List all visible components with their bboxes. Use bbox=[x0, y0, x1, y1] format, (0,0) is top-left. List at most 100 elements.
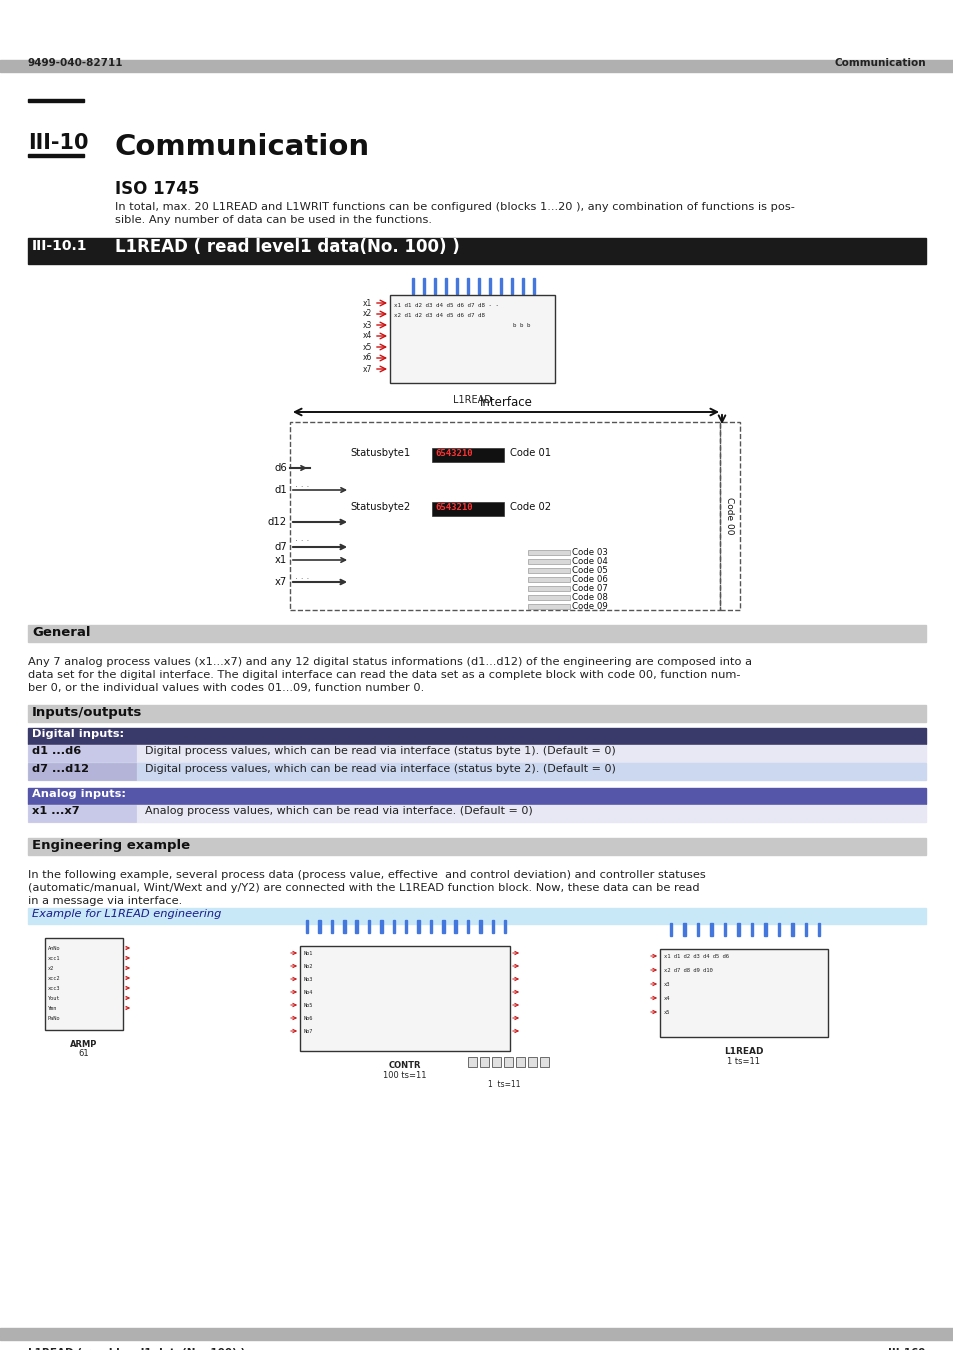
Bar bbox=[777, 923, 780, 936]
Bar bbox=[390, 296, 555, 383]
Text: x7: x7 bbox=[362, 364, 372, 374]
Text: Digital inputs:: Digital inputs: bbox=[32, 729, 124, 738]
Text: ARMP: ARMP bbox=[71, 1040, 97, 1049]
Text: x3: x3 bbox=[663, 981, 670, 987]
Text: No6: No6 bbox=[304, 1017, 313, 1021]
Text: 1 ts=11: 1 ts=11 bbox=[727, 1057, 760, 1066]
Bar bbox=[503, 919, 506, 933]
Text: x2: x2 bbox=[48, 967, 54, 971]
Bar bbox=[527, 576, 569, 582]
Text: Code 00: Code 00 bbox=[724, 497, 734, 535]
Text: Code 05: Code 05 bbox=[572, 566, 607, 575]
Bar bbox=[412, 278, 414, 294]
Bar bbox=[468, 1057, 476, 1066]
Bar bbox=[306, 919, 308, 933]
Text: x1: x1 bbox=[362, 298, 372, 308]
Text: d1 ...d6: d1 ...d6 bbox=[32, 747, 81, 756]
Text: 1  ts=11: 1 ts=11 bbox=[487, 1080, 519, 1089]
Bar bbox=[720, 423, 740, 610]
Text: d6: d6 bbox=[274, 463, 287, 472]
Bar bbox=[803, 923, 806, 936]
Bar bbox=[0, 59, 953, 72]
Bar bbox=[817, 923, 820, 936]
Text: 6543210: 6543210 bbox=[435, 504, 472, 512]
Text: General: General bbox=[32, 626, 91, 639]
Bar bbox=[368, 919, 370, 933]
Bar bbox=[28, 728, 925, 744]
Bar bbox=[434, 278, 436, 294]
Text: Code 09: Code 09 bbox=[572, 602, 607, 612]
Text: Communication: Communication bbox=[834, 58, 925, 68]
Text: Code 08: Code 08 bbox=[572, 593, 607, 602]
Text: Communication: Communication bbox=[115, 134, 370, 161]
Text: d1: d1 bbox=[274, 485, 287, 495]
Text: d12: d12 bbox=[268, 517, 287, 526]
Text: L1READ: L1READ bbox=[453, 396, 492, 405]
Bar bbox=[763, 923, 766, 936]
Bar bbox=[737, 923, 739, 936]
Text: PaNo: PaNo bbox=[48, 1017, 60, 1021]
Text: Inputs/outputs: Inputs/outputs bbox=[32, 706, 142, 720]
Bar bbox=[723, 923, 725, 936]
Bar bbox=[478, 919, 481, 933]
Bar bbox=[659, 949, 827, 1037]
Text: Any 7 analog process values (x1...x7) and any 12 digital status informations (d1: Any 7 analog process values (x1...x7) an… bbox=[28, 657, 751, 667]
Text: No4: No4 bbox=[304, 990, 313, 995]
Bar bbox=[710, 923, 712, 936]
Text: x2 d1 d2 d3 d4 d5 d6 d7 d8: x2 d1 d2 d3 d4 d5 d6 d7 d8 bbox=[394, 313, 484, 319]
Text: AnNo: AnNo bbox=[48, 946, 60, 950]
Bar bbox=[28, 909, 925, 923]
Bar bbox=[454, 919, 456, 933]
Text: 9499-040-82711: 9499-040-82711 bbox=[28, 58, 123, 68]
Text: Digital process values, which can be read via interface (status byte 2). (Defaul: Digital process values, which can be rea… bbox=[145, 764, 616, 774]
Text: x4: x4 bbox=[663, 996, 670, 1000]
Text: x1 d1 d2 d3 d4 d5 d6 d7 d8 - -: x1 d1 d2 d3 d4 d5 d6 d7 d8 - - bbox=[394, 302, 498, 308]
Bar bbox=[527, 568, 569, 572]
Bar bbox=[527, 586, 569, 591]
Text: No3: No3 bbox=[304, 977, 313, 981]
Bar bbox=[539, 1057, 548, 1066]
Text: x5: x5 bbox=[663, 1010, 670, 1015]
Text: b b b: b b b bbox=[394, 323, 530, 328]
Bar bbox=[499, 278, 502, 294]
Text: 6543210: 6543210 bbox=[435, 450, 472, 458]
Text: No2: No2 bbox=[304, 964, 313, 969]
Text: x2 d7 d8 d9 d10: x2 d7 d8 d9 d10 bbox=[663, 968, 712, 973]
Text: 61: 61 bbox=[78, 1049, 90, 1058]
Bar bbox=[491, 919, 494, 933]
Text: Code 01: Code 01 bbox=[510, 448, 551, 458]
Bar bbox=[0, 1328, 953, 1341]
Bar bbox=[28, 745, 136, 761]
Text: sible. Any number of data can be used in the functions.: sible. Any number of data can be used in… bbox=[115, 215, 432, 225]
Bar bbox=[533, 278, 535, 294]
Bar bbox=[45, 938, 123, 1030]
Bar bbox=[527, 549, 569, 555]
Text: data set for the digital interface. The digital interface can read the data set : data set for the digital interface. The … bbox=[28, 670, 740, 680]
Text: Statusbyte1: Statusbyte1 bbox=[350, 448, 410, 458]
Text: d7: d7 bbox=[274, 541, 287, 552]
Text: Code 06: Code 06 bbox=[572, 575, 607, 585]
Bar bbox=[290, 423, 720, 610]
Text: x7: x7 bbox=[274, 576, 287, 587]
Text: x2: x2 bbox=[362, 309, 372, 319]
Bar bbox=[28, 763, 136, 780]
Text: x4: x4 bbox=[362, 332, 372, 340]
Text: . . .: . . . bbox=[294, 481, 309, 489]
Text: Engineering example: Engineering example bbox=[32, 838, 190, 852]
Bar bbox=[380, 919, 382, 933]
Bar bbox=[28, 99, 84, 103]
Bar bbox=[456, 278, 458, 294]
Text: No7: No7 bbox=[304, 1029, 313, 1034]
Text: x5: x5 bbox=[362, 343, 372, 351]
Text: No1: No1 bbox=[304, 950, 313, 956]
Text: Example for L1READ engineering: Example for L1READ engineering bbox=[32, 909, 221, 919]
Text: III-169: III-169 bbox=[887, 1349, 925, 1350]
Text: Code 07: Code 07 bbox=[572, 585, 607, 593]
Text: Code 03: Code 03 bbox=[572, 548, 607, 558]
Bar bbox=[432, 448, 503, 462]
Text: L1READ ( read level1 data(No. 100) ): L1READ ( read level1 data(No. 100) ) bbox=[115, 238, 459, 256]
Text: L1READ: L1READ bbox=[723, 1048, 763, 1056]
Bar bbox=[750, 923, 753, 936]
Bar bbox=[697, 923, 699, 936]
Bar bbox=[669, 923, 672, 936]
